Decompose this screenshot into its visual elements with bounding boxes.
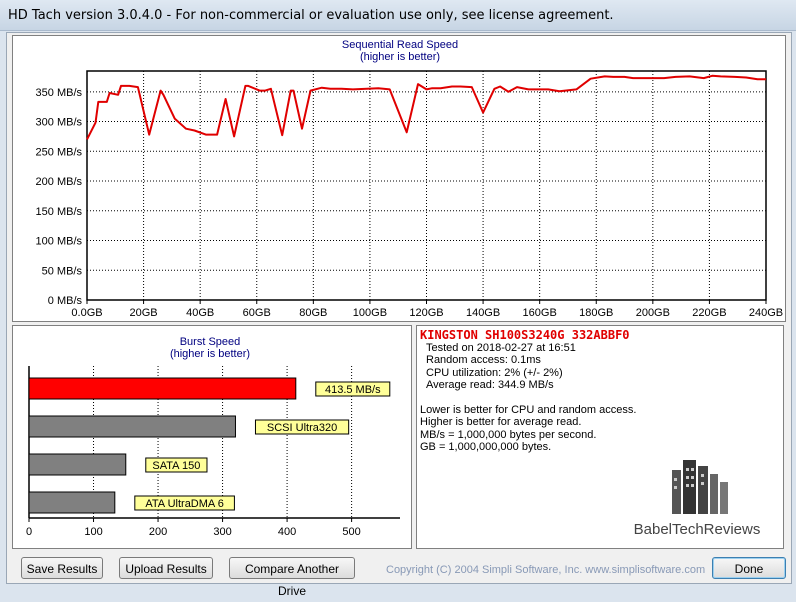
drive-name: KINGSTON SH100S3240G 332ABBF0: [420, 328, 630, 342]
babeltech-logo: BabelTechReviews: [622, 456, 772, 544]
done-button[interactable]: Done: [712, 557, 786, 579]
note-mbs: MB/s = 1,000,000 bytes per second.: [420, 428, 597, 441]
seq-chart-title: Sequential Read Speed (higher is better): [300, 39, 500, 63]
burst-title-line1: Burst Speed: [179, 336, 241, 348]
sequential-read-panel: [12, 35, 786, 322]
copyright-text: Copyright (C) 2004 Simpli Software, Inc.…: [386, 564, 706, 576]
cpu-utilization: CPU utilization: 2% (+/- 2%): [426, 366, 563, 379]
title-bar: HD Tach version 3.0.4.0 - For non-commer…: [0, 0, 796, 31]
burst-title-line2: (higher is better): [169, 348, 251, 360]
save-results-button[interactable]: Save Results: [21, 557, 103, 579]
compare-another-drive-button[interactable]: Compare Another Drive: [229, 557, 355, 598]
upload-results-button[interactable]: Upload Results: [119, 557, 213, 579]
random-access: Random access: 0.1ms: [426, 354, 541, 366]
seq-title-line1: Sequential Read Speed: [341, 39, 459, 51]
drive-info: KINGSTON SH100S3240G 332ABBF0 Tested on …: [420, 329, 636, 454]
average-read: Average read: 344.9 MB/s: [426, 379, 554, 391]
watermark-text: BabelTechReviews: [634, 521, 761, 538]
burst-chart-title: Burst Speed (higher is better): [120, 336, 300, 360]
city-skyline-icon: BabelTechReviews: [634, 460, 761, 538]
note-cpu: Lower is better for CPU and random acces…: [420, 403, 637, 416]
note-read: Higher is better for average read.: [420, 416, 582, 428]
window-title: HD Tach version 3.0.4.0 - For non-commer…: [8, 8, 614, 23]
seq-title-line2: (higher is better): [359, 51, 441, 63]
note-gb: GB = 1,000,000,000 bytes.: [420, 441, 552, 453]
tested-on: Tested on 2018-02-27 at 16:51: [426, 341, 576, 354]
